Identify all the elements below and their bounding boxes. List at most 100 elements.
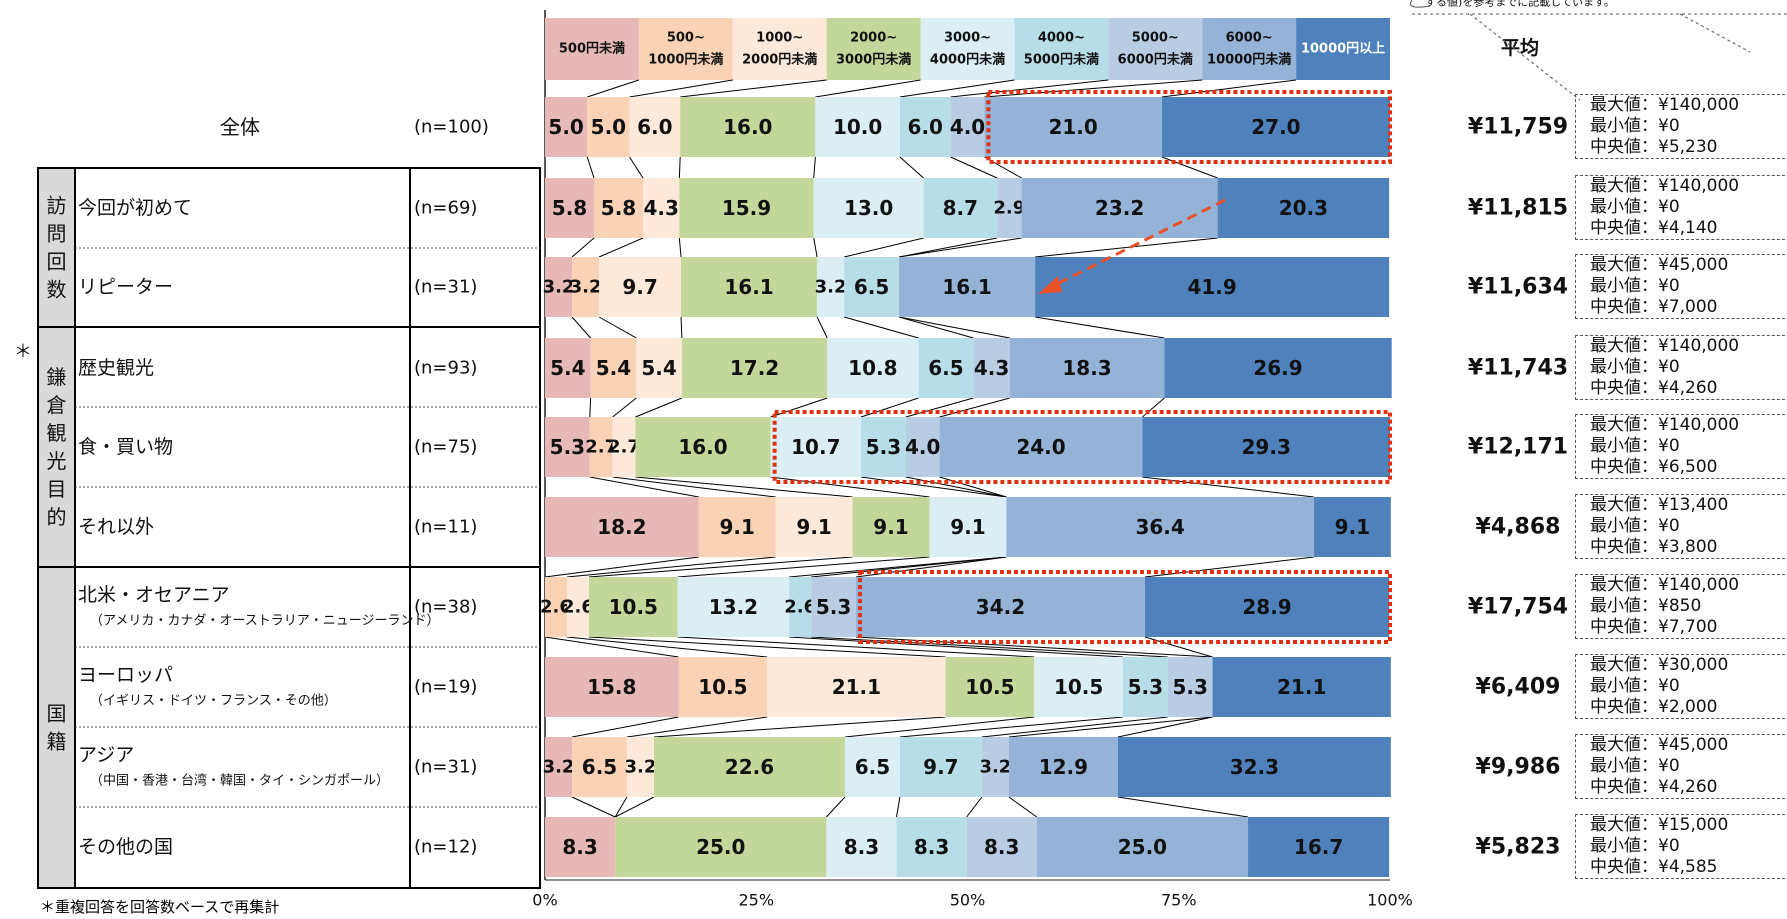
bar-segment <box>677 577 790 637</box>
series-connector <box>898 316 1010 339</box>
data-label: 9.1 <box>796 515 831 539</box>
legend-label: 5000~ <box>1132 31 1179 46</box>
series-connector <box>589 397 592 418</box>
data-label: 2.7 <box>585 437 617 458</box>
stat-max: 最大値：¥45,000 <box>1590 255 1729 275</box>
data-label: 21.1 <box>832 675 881 699</box>
row-label: リピーター <box>78 276 173 298</box>
bar-segment <box>643 178 680 238</box>
data-label: 6.5 <box>854 275 889 299</box>
data-label: 10.0 <box>833 115 882 139</box>
series-connector <box>860 397 919 418</box>
row-label: 歴史観光 <box>78 357 154 379</box>
stat-median: 中央値：¥6,500 <box>1590 457 1718 477</box>
data-label: 3.2 <box>570 277 602 298</box>
series-connector <box>629 156 644 179</box>
data-label: 32.3 <box>1230 755 1279 779</box>
series-connector <box>905 476 1007 498</box>
data-label: 5.3 <box>816 595 851 619</box>
data-label: 4.0 <box>950 115 985 139</box>
stat-max: 最大値：¥140,000 <box>1590 176 1740 196</box>
data-label: 15.9 <box>722 196 771 220</box>
group-label-char: 数 <box>47 278 67 302</box>
data-label: 17.2 <box>730 356 779 380</box>
data-label: 2.6 <box>784 597 816 618</box>
series-connector <box>896 796 901 818</box>
data-label: 5.0 <box>548 115 583 139</box>
row-sublabel: （アメリカ・カナダ・オーストラリア・ニュージーランド） <box>90 614 439 629</box>
data-label: 5.3 <box>1172 675 1207 699</box>
series-connector <box>588 636 946 658</box>
group-label-char: 目 <box>47 477 67 501</box>
legend-swatch <box>545 18 639 80</box>
series-connector <box>811 636 1168 658</box>
series-connector <box>1161 156 1218 179</box>
legend-label: 10000円未満 <box>1207 52 1291 68</box>
series-connector <box>950 79 1109 98</box>
bar-segment <box>984 97 1162 157</box>
stats-box: 最大値：¥15,000 最小値：¥0 中央値：¥4,585 <box>1575 814 1787 879</box>
series-connector <box>1144 556 1315 578</box>
series-connector <box>653 716 946 738</box>
bar-segment <box>775 497 853 557</box>
data-label: 10.5 <box>965 675 1014 699</box>
series-connector <box>770 476 930 498</box>
data-label: 15.8 <box>587 675 636 699</box>
bar-segment <box>1212 657 1391 717</box>
bar-segment <box>635 417 771 477</box>
data-label: 5.4 <box>641 356 676 380</box>
bar-segment <box>636 338 682 398</box>
series-connector <box>614 796 628 818</box>
data-label: 3.2 <box>543 277 575 298</box>
bar-segment <box>566 577 589 637</box>
series-connector <box>939 397 1010 418</box>
data-label: 9.1 <box>720 515 755 539</box>
data-label: 8.3 <box>984 835 1019 859</box>
series-connector <box>629 79 733 98</box>
average-value: ¥12,171 <box>1468 435 1568 460</box>
series-connector <box>571 316 592 339</box>
data-label: 41.9 <box>1187 275 1236 299</box>
series-connector <box>844 237 924 258</box>
bar-segment <box>1021 178 1218 238</box>
series-connector <box>899 79 1015 98</box>
series-connector <box>1142 397 1165 418</box>
series-connector <box>589 476 699 498</box>
bar-segment <box>767 657 946 717</box>
group-label-char: 籍 <box>47 730 67 754</box>
bar-segment <box>545 338 591 398</box>
series-connector <box>813 237 818 258</box>
stat-min: 最小値：¥0 <box>1590 276 1680 296</box>
data-label: 25.0 <box>1118 835 1167 859</box>
bar-segment <box>1164 338 1392 398</box>
bar-segment <box>981 737 1009 797</box>
legend-swatch <box>826 18 921 80</box>
data-label: 27.0 <box>1251 115 1300 139</box>
row-n: (n=75) <box>414 437 477 458</box>
legend-label: 3000円未満 <box>836 52 911 68</box>
bar-segment <box>590 338 637 398</box>
stat-median: 中央値：¥4,585 <box>1590 857 1718 877</box>
stats-box: 最大値：¥45,000 最小値：¥0 中央値：¥7,000 <box>1575 254 1787 319</box>
legend-label: 6000~ <box>1226 31 1273 46</box>
bar-segment <box>852 497 930 557</box>
stat-min: 最小値：¥0 <box>1590 436 1680 456</box>
x-tick-label: 75% <box>1161 891 1197 910</box>
row-label: 今回が初めて <box>78 197 192 219</box>
stat-min: 最小値：¥0 <box>1590 516 1680 536</box>
data-label: 26.9 <box>1253 356 1302 380</box>
stat-max: 最大値：¥140,000 <box>1590 415 1740 435</box>
bar-segment <box>629 97 681 157</box>
legend-label: 2000円未満 <box>742 52 817 68</box>
data-label: 36.4 <box>1135 515 1184 539</box>
bar-segment <box>589 417 613 477</box>
stat-max: 最大値：¥45,000 <box>1590 735 1729 755</box>
row-n: (n=31) <box>414 277 477 298</box>
stat-median: 中央値：¥4,260 <box>1590 378 1718 398</box>
series-connector <box>770 397 828 418</box>
series-connector <box>898 237 1022 258</box>
data-label: 16.1 <box>724 275 773 299</box>
data-label: 2.9 <box>993 198 1025 219</box>
stat-median: 中央値：¥4,260 <box>1590 777 1718 797</box>
data-label: 16.0 <box>678 435 727 459</box>
